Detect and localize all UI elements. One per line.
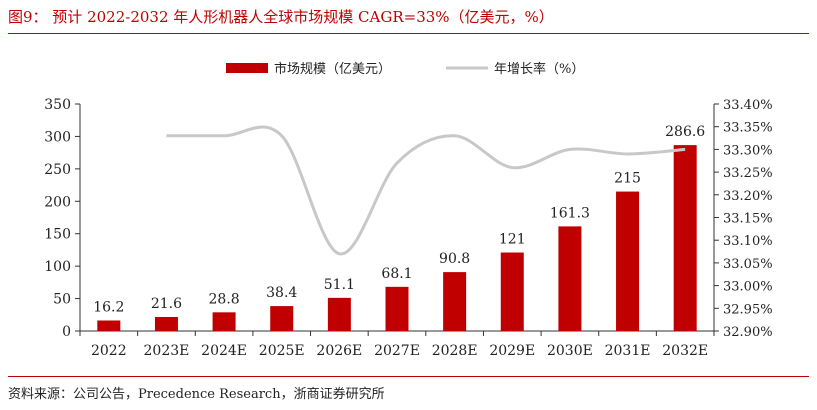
y-left-tick-label: 300 <box>44 129 71 145</box>
y-right-tick-label: 33.30% <box>723 143 773 158</box>
x-tick-label: 2024E <box>201 343 247 359</box>
y-right-tick-label: 33.25% <box>723 166 773 181</box>
source-divider <box>8 376 809 377</box>
bar <box>443 272 467 331</box>
bar-data-label: 121 <box>499 232 526 248</box>
y-right-tick-label: 33.00% <box>723 280 773 295</box>
bar <box>154 316 178 331</box>
y-right-tick-label: 33.40% <box>723 98 773 113</box>
bar-data-label: 16.2 <box>93 299 124 315</box>
x-tick-label: 2029E <box>489 343 535 359</box>
y-right-tick-label: 32.95% <box>723 302 773 317</box>
bar-data-label: 161.3 <box>550 205 590 221</box>
x-tick-label: 2028E <box>432 343 478 359</box>
y-right-tick-label: 33.05% <box>723 257 773 272</box>
legend-bar-label: 市场规模（亿美元） <box>274 61 391 77</box>
growth-rate-line <box>166 125 686 256</box>
y-left-tick-label: 50 <box>53 292 71 308</box>
source-note: 资料来源：公司公告，Precedence Research，浙商证券研究所 <box>8 387 385 402</box>
y-left-tick-label: 100 <box>44 259 71 275</box>
x-tick-label: 2032E <box>662 343 708 359</box>
x-tick-label: 2025E <box>259 343 305 359</box>
bar <box>500 252 524 331</box>
bar-data-label: 51.1 <box>324 277 355 293</box>
bar <box>270 306 294 331</box>
title-divider <box>8 33 809 34</box>
x-tick-label: 2026E <box>316 343 362 359</box>
y-right-tick-label: 33.35% <box>723 121 773 136</box>
y-left-tick-label: 0 <box>62 324 71 340</box>
bar <box>558 226 582 331</box>
bar-data-label: 286.6 <box>665 124 705 140</box>
bar-data-label: 68.1 <box>381 266 412 282</box>
bar-data-label: 21.6 <box>151 296 182 312</box>
figure-title: 图9： 预计 2022-2032 年人形机器人全球市场规模 CAGR=33%（亿… <box>8 8 554 26</box>
x-tick-label: 2023E <box>144 343 190 359</box>
x-tick-label: 2022 <box>91 343 127 359</box>
y-right-tick-label: 33.20% <box>723 189 773 204</box>
bar <box>616 191 640 331</box>
bar-data-label: 215 <box>614 171 641 187</box>
bar <box>673 145 697 331</box>
x-tick-label: 2027E <box>374 343 420 359</box>
x-tick-label: 2031E <box>605 343 651 359</box>
y-right-tick-label: 33.10% <box>723 234 773 249</box>
y-left-tick-label: 250 <box>44 162 71 178</box>
market-size-chart: 市场规模（亿美元） 年增长率（%） 0 50 100 150 200 250 300 350 32.… <box>44 61 773 359</box>
x-tick-label: 2030E <box>547 343 593 359</box>
bar-data-label: 38.4 <box>266 285 297 301</box>
bar <box>385 286 409 331</box>
bar-data-label: 28.8 <box>209 291 240 307</box>
y-right-tick-label: 33.15% <box>723 212 773 227</box>
bar <box>212 312 236 331</box>
y-left-tick-label: 350 <box>44 97 71 113</box>
bar <box>327 297 351 331</box>
y-left-tick-label: 150 <box>44 227 71 243</box>
bar-data-label: 90.8 <box>439 251 470 267</box>
legend-line-label: 年增长率（%） <box>494 61 584 77</box>
legend-bar-swatch <box>226 63 268 73</box>
y-left-tick-label: 200 <box>44 194 71 210</box>
bar <box>97 320 121 331</box>
y-right-tick-label: 32.90% <box>723 325 773 340</box>
